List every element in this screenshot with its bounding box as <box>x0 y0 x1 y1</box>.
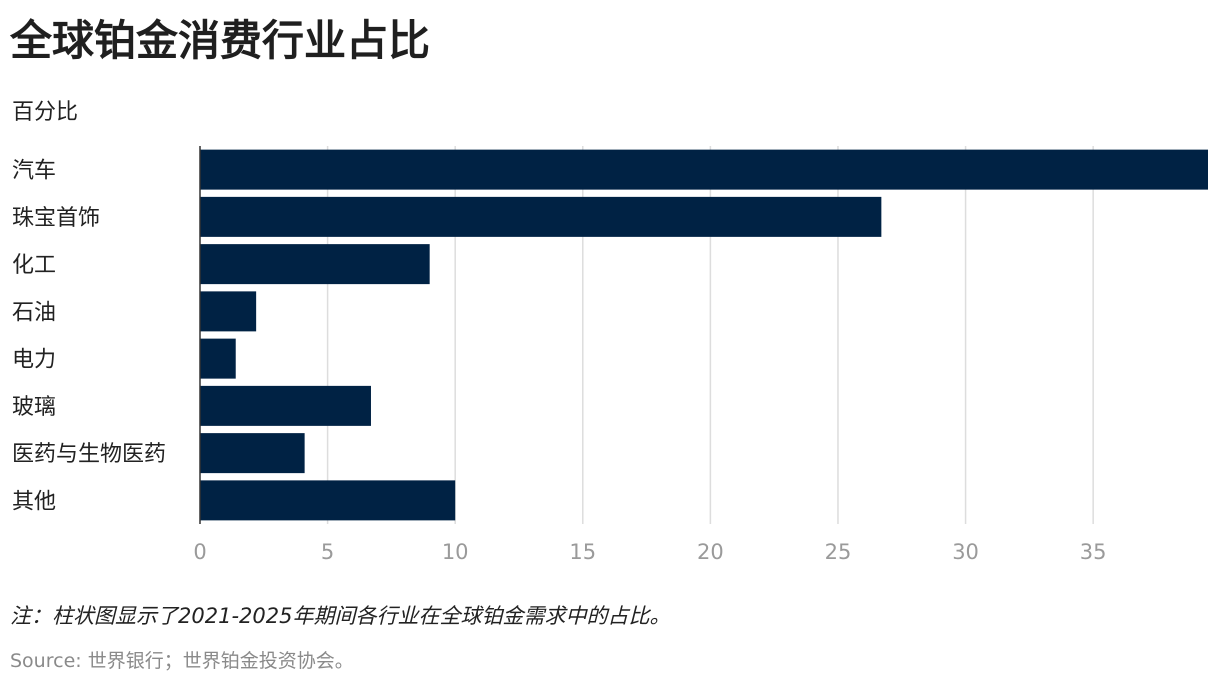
chart-source: Source: 世界银行；世界铂金投资协会。 <box>10 650 354 672</box>
x-tick-label: 25 <box>825 540 852 564</box>
bar-1 <box>200 196 882 237</box>
bar-7 <box>200 480 456 521</box>
bar-6 <box>200 433 305 474</box>
bar-2 <box>200 244 430 285</box>
bar-4 <box>200 338 236 379</box>
bar-3 <box>200 291 257 332</box>
x-tick-label: 20 <box>697 540 724 564</box>
category-label: 石油 <box>12 300 56 325</box>
category-label: 化工 <box>12 253 56 278</box>
category-label: 玻璃 <box>12 395 56 420</box>
chart-title: 全球铂金消费行业占比 <box>10 16 431 65</box>
x-tick-label: 15 <box>569 540 596 564</box>
x-tick-label: 10 <box>442 540 469 564</box>
bar-5 <box>200 385 371 426</box>
chart-note: 注：柱状图显示了2021-2025年期间各行业在全球铂金需求中的占比。 <box>10 604 671 628</box>
category-label: 电力 <box>12 348 56 373</box>
bars <box>200 149 1208 521</box>
chart-subtitle: 百分比 <box>12 100 79 125</box>
x-tick-label: 0 <box>193 540 206 564</box>
x-tick-label: 30 <box>952 540 979 564</box>
x-tick-labels: 0 5 10 15 20 25 30 35 <box>193 540 1106 564</box>
bar-0 <box>200 149 1208 190</box>
category-label: 医药与生物医药 <box>12 442 166 467</box>
category-label: 珠宝首饰 <box>12 206 100 231</box>
x-tick-label: 35 <box>1080 540 1107 564</box>
category-label: 其他 <box>12 489 56 514</box>
category-label: 汽车 <box>12 159 56 184</box>
x-tick-label: 5 <box>321 540 334 564</box>
